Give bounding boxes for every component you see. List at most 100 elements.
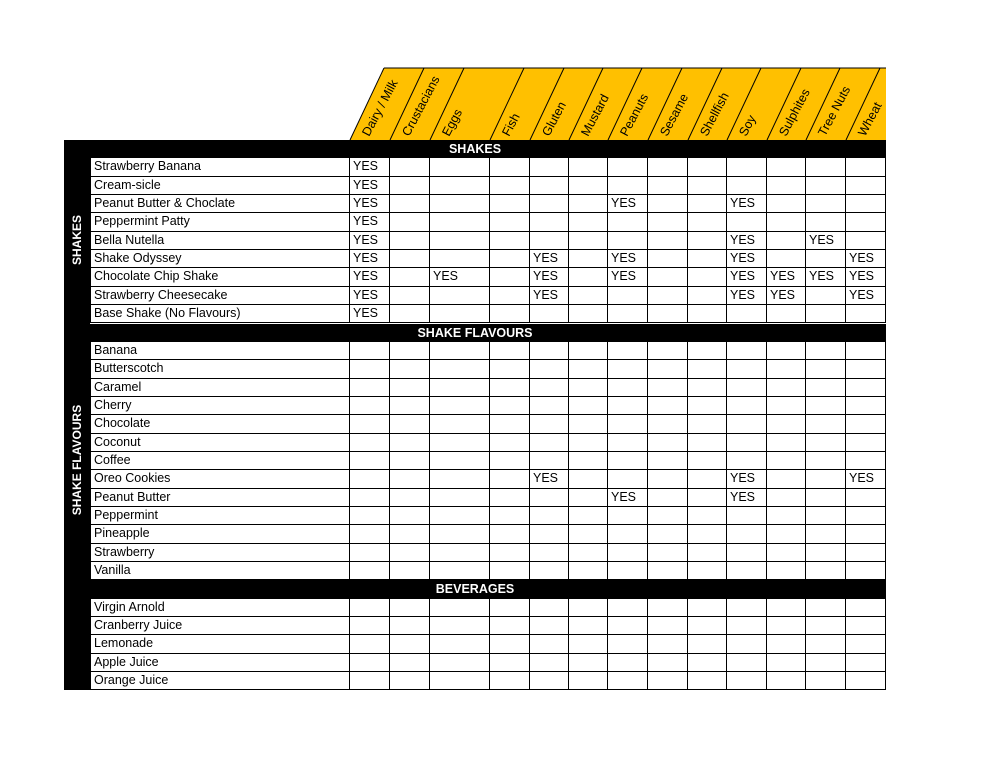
allergen-cell-gluten: [530, 488, 569, 507]
allergen-cell-gluten: [530, 213, 569, 232]
allergen-cell-sesame: [648, 507, 688, 526]
allergen-cell-shellfish: [688, 653, 727, 673]
allergen-cell-wheat: [846, 378, 886, 397]
allergen-cell-peanuts: [608, 562, 648, 581]
allergen-cell-wheat: [846, 305, 886, 324]
allergen-cell-crustacians: [390, 635, 430, 654]
allergen-cell-soy: YES: [727, 195, 767, 214]
allergen-cell-sulphites: YES: [767, 286, 806, 306]
header-divider: [529, 67, 565, 141]
allergen-cell-soy: [727, 341, 767, 361]
allergen-cell-peanuts: [608, 672, 648, 691]
allergen-cell-fish: [490, 268, 530, 287]
item-name: Strawberry Cheesecake: [90, 286, 350, 306]
item-name: Coconut: [90, 433, 350, 452]
allergen-cell-soy: [727, 305, 767, 324]
header-divider: [607, 67, 643, 141]
allergen-cell-sulphites: [767, 451, 806, 471]
allergen-cell-eggs: [430, 231, 490, 251]
allergen-cell-dairy-milk: YES: [350, 268, 390, 287]
allergen-cell-mustard: [569, 507, 608, 526]
allergen-cell-gluten: [530, 451, 569, 471]
allergen-cell-sesame: [648, 415, 688, 434]
item-name: Lemonade: [90, 635, 350, 654]
allergen-cell-mustard: [569, 672, 608, 691]
allergen-cell-soy: YES: [727, 470, 767, 489]
allergen-cell-gluten: [530, 305, 569, 324]
item-name: Caramel: [90, 378, 350, 397]
allergen-cell-eggs: [430, 250, 490, 269]
allergen-cell-shellfish: [688, 360, 727, 379]
allergen-cell-crustacians: [390, 653, 430, 673]
allergen-cell-gluten: [530, 507, 569, 526]
allergen-cell-gluten: [530, 360, 569, 379]
allergen-cell-eggs: [430, 341, 490, 361]
allergen-cell-sulphites: [767, 562, 806, 581]
allergen-cell-peanuts: [608, 231, 648, 251]
allergen-cell-wheat: [846, 525, 886, 544]
side-label-shake-flavours: SHAKE FLAVOURS: [70, 404, 84, 516]
item-name: Shake Odyssey: [90, 250, 350, 269]
header-divider: [726, 67, 762, 141]
allergen-cell-wheat: [846, 415, 886, 434]
allergen-cell-fish: [490, 378, 530, 397]
header-divider: [429, 67, 465, 141]
allergen-cell-sesame: [648, 195, 688, 214]
item-name: Vanilla: [90, 562, 350, 581]
header-divider: [845, 67, 881, 141]
allergen-cell-shellfish: [688, 176, 727, 196]
allergen-cell-shellfish: [688, 158, 727, 177]
allergen-cell-shellfish: [688, 488, 727, 507]
allergen-cell-eggs: [430, 176, 490, 196]
allergen-cell-crustacians: [390, 562, 430, 581]
item-name: Base Shake (No Flavours): [90, 305, 350, 324]
allergen-cell-fish: [490, 543, 530, 563]
allergen-cell-soy: [727, 617, 767, 636]
allergen-cell-mustard: [569, 543, 608, 563]
allergen-cell-sesame: [648, 562, 688, 581]
allergen-cell-sulphites: [767, 213, 806, 232]
item-name: Peanut Butter & Choclate: [90, 195, 350, 214]
allergen-cell-shellfish: [688, 195, 727, 214]
allergen-cell-eggs: [430, 415, 490, 434]
allergen-cell-sesame: [648, 360, 688, 379]
allergen-cell-mustard: [569, 470, 608, 489]
allergen-cell-wheat: [846, 653, 886, 673]
allergen-cell-wheat: [846, 562, 886, 581]
allergen-cell-eggs: [430, 653, 490, 673]
allergen-cell-mustard: [569, 195, 608, 214]
allergen-cell-dairy-milk: [350, 415, 390, 434]
allergen-cell-crustacians: [390, 617, 430, 636]
allergen-cell-crustacians: [390, 396, 430, 416]
allergen-cell-dairy-milk: [350, 433, 390, 452]
item-name: Orange Juice: [90, 672, 350, 691]
allergen-cell-dairy-milk: YES: [350, 176, 390, 196]
allergen-cell-wheat: [846, 176, 886, 196]
allergen-cell-wheat: YES: [846, 286, 886, 306]
allergen-cell-dairy-milk: [350, 470, 390, 489]
allergen-cell-soy: [727, 598, 767, 618]
allergen-cell-mustard: [569, 231, 608, 251]
allergen-cell-crustacians: [390, 305, 430, 324]
allergen-cell-sulphites: [767, 598, 806, 618]
allergen-cell-mustard: [569, 525, 608, 544]
allergen-cell-sesame: [648, 176, 688, 196]
allergen-cell-shellfish: [688, 470, 727, 489]
allergen-cell-shellfish: [688, 562, 727, 581]
allergen-cell-eggs: [430, 488, 490, 507]
allergen-cell-wheat: [846, 598, 886, 618]
allergen-cell-gluten: [530, 433, 569, 452]
allergen-cell-sulphites: [767, 617, 806, 636]
allergen-cell-soy: [727, 360, 767, 379]
allergen-cell-wheat: [846, 195, 886, 214]
allergen-cell-sulphites: [767, 176, 806, 196]
allergen-cell-shellfish: [688, 396, 727, 416]
allergen-cell-sesame: [648, 305, 688, 324]
allergen-cell-tree-nuts: [806, 543, 846, 563]
allergen-cell-crustacians: [390, 433, 430, 452]
allergen-cell-sesame: [648, 598, 688, 618]
allergen-cell-sesame: [648, 286, 688, 306]
allergen-cell-peanuts: [608, 305, 648, 324]
allergen-cell-mustard: [569, 360, 608, 379]
